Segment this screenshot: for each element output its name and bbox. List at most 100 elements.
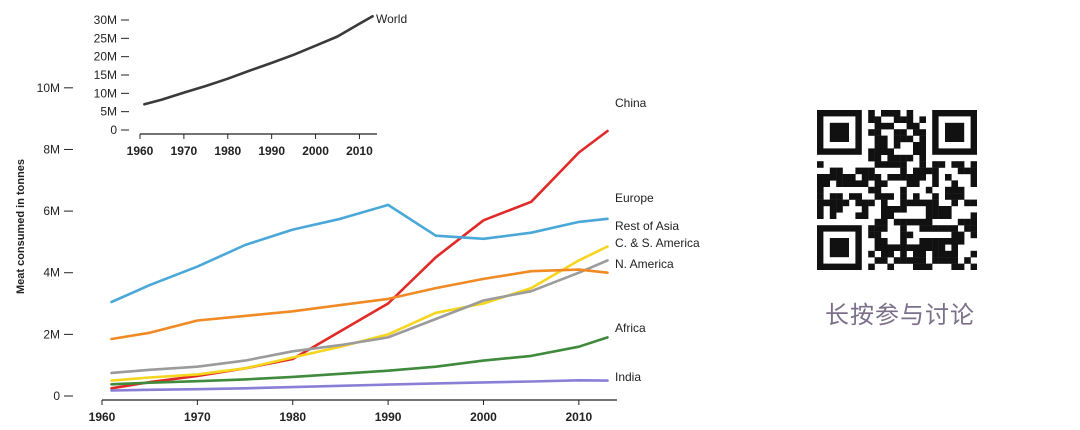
qr-module <box>900 199 907 207</box>
qr-module <box>874 174 882 181</box>
qr-module <box>906 110 914 117</box>
qr-finder-core-top-right <box>945 122 965 142</box>
main-x-tick-label: 1990 <box>375 410 402 424</box>
qr-module <box>970 231 978 239</box>
qr-module <box>881 257 888 264</box>
qr-module <box>945 257 952 264</box>
qr-module <box>836 174 843 181</box>
qr-module <box>951 193 958 200</box>
qr-module <box>868 148 875 155</box>
qr-module <box>817 199 824 207</box>
qr-module <box>829 193 837 200</box>
qr-module <box>951 161 958 168</box>
qr-module <box>817 193 824 200</box>
qr-module <box>868 129 875 136</box>
qr-module <box>932 257 939 264</box>
qr-module <box>906 231 914 239</box>
qr-module <box>829 212 837 219</box>
qr-module <box>906 135 914 143</box>
qr-module <box>925 218 933 226</box>
qr-module <box>881 218 888 226</box>
qr-module <box>957 167 965 175</box>
qr-module <box>932 167 939 175</box>
qr-module <box>881 148 888 155</box>
qr-module <box>874 142 882 149</box>
qr-module <box>900 129 907 136</box>
main-x-tick-label: 2010 <box>566 410 593 424</box>
qr-module <box>874 129 882 136</box>
main-series-line-india <box>110 378 609 392</box>
qr-module <box>881 180 888 187</box>
qr-module <box>900 206 907 213</box>
qr-module <box>817 186 824 194</box>
qr-module <box>881 110 888 117</box>
qr-module <box>874 193 882 200</box>
inset-x-tick-label: 1980 <box>214 144 241 158</box>
qr-module <box>938 244 946 251</box>
qr-module <box>817 161 824 168</box>
qr-module <box>970 174 978 181</box>
qr-module <box>881 199 888 207</box>
qr-module <box>925 263 933 271</box>
qr-module <box>919 238 926 245</box>
qr-module <box>919 167 926 175</box>
qr-module <box>868 225 875 232</box>
qr-module <box>919 135 926 143</box>
qr-module <box>861 167 869 175</box>
qr-module <box>893 142 901 149</box>
qr-module <box>938 225 946 232</box>
qr-module <box>913 193 920 200</box>
qr-module <box>836 199 843 207</box>
qr-module <box>900 193 907 200</box>
qr-module <box>970 199 978 207</box>
qr-module <box>932 238 939 245</box>
qr-module <box>900 225 907 232</box>
qr-module <box>836 180 843 187</box>
qr-module <box>925 244 933 251</box>
qr-module <box>906 199 914 207</box>
qr-panel: 长按参与讨论 <box>800 110 1000 330</box>
qr-module <box>919 116 926 123</box>
main-y-tick-label: 2M <box>43 327 60 341</box>
qr-module <box>932 193 939 200</box>
main-series-label-n-america: N. America <box>615 257 674 271</box>
qr-module <box>855 167 862 175</box>
qr-module <box>932 225 939 232</box>
qr-module <box>887 250 894 258</box>
qr-module <box>951 199 958 207</box>
main-series-label-rest-of-asia: Rest of Asia <box>615 219 679 233</box>
qr-module <box>893 110 901 117</box>
qr-module <box>919 161 926 168</box>
qr-module <box>964 218 971 226</box>
qr-module <box>868 199 875 207</box>
qr-module <box>925 212 933 219</box>
main-series-line-n-america <box>110 268 609 341</box>
qr-module <box>900 186 907 194</box>
qr-module <box>893 257 901 264</box>
qr-module <box>874 257 882 264</box>
qr-module <box>919 142 926 149</box>
qr-module <box>938 161 946 168</box>
qr-finder-core-bottom-left <box>829 238 849 258</box>
qr-module <box>951 225 958 232</box>
qr-module <box>881 238 888 245</box>
qr-module <box>861 212 869 219</box>
qr-module <box>913 199 920 207</box>
qr-module <box>919 199 926 207</box>
qr-module <box>957 231 965 239</box>
qr-module <box>900 174 907 181</box>
qr-module <box>893 129 901 136</box>
qr-module <box>881 225 888 232</box>
qr-module <box>957 238 965 245</box>
qr-module <box>932 199 939 207</box>
main-series-line-china <box>110 129 609 390</box>
qr-module <box>861 199 869 207</box>
qr-module <box>881 212 888 219</box>
qr-module <box>868 116 875 123</box>
qr-module <box>842 174 850 181</box>
qr-module <box>829 206 837 213</box>
qr-module <box>913 129 920 136</box>
qr-module <box>925 206 933 213</box>
qr-module <box>855 212 862 219</box>
qr-module <box>874 218 882 226</box>
